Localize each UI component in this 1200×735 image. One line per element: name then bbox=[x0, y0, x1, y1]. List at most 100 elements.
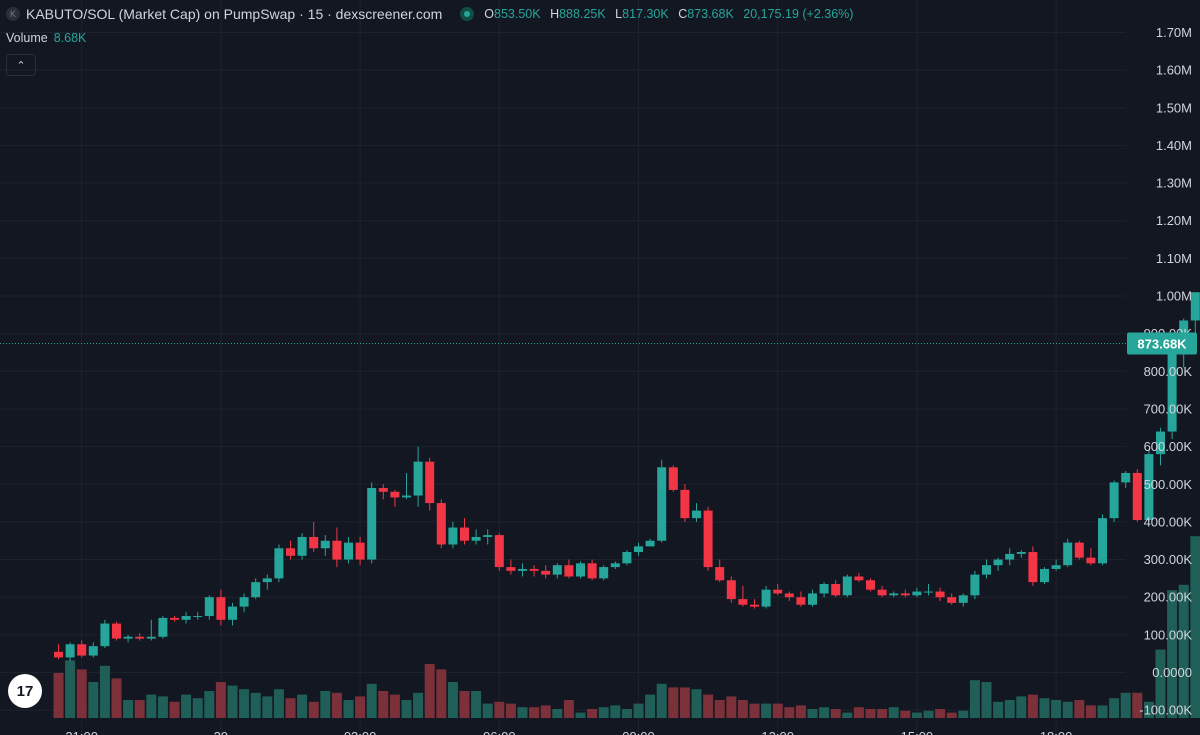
volume-bar bbox=[703, 694, 714, 718]
chart-title[interactable]: KABUTO/SOL (Market Cap) on PumpSwap · 15… bbox=[26, 6, 443, 22]
volume-bar bbox=[888, 707, 899, 718]
volume-bar bbox=[273, 689, 284, 718]
candle-body bbox=[1121, 472, 1131, 483]
volume-bar bbox=[436, 669, 447, 718]
candle-body bbox=[228, 606, 237, 620]
volume-bar bbox=[1167, 590, 1178, 718]
volume-bar bbox=[633, 703, 644, 718]
volume-bar bbox=[668, 687, 679, 718]
candle-body bbox=[65, 644, 75, 658]
volume-bar bbox=[877, 709, 888, 718]
volume-bar bbox=[146, 694, 157, 718]
volume-bar bbox=[88, 682, 99, 718]
y-tick-label: 1.80M bbox=[1156, 0, 1192, 2]
candle-body bbox=[518, 568, 527, 571]
candle-body bbox=[332, 540, 342, 560]
candle-body bbox=[529, 568, 539, 571]
candle-body bbox=[610, 563, 620, 568]
candle-body bbox=[703, 510, 713, 568]
volume-bar bbox=[355, 696, 366, 718]
y-tick-label: 1.00M bbox=[1156, 289, 1192, 304]
candle-body bbox=[494, 535, 504, 568]
candle-body bbox=[262, 578, 272, 583]
volume-bar bbox=[737, 700, 748, 718]
volume-bar bbox=[389, 694, 400, 718]
candle-body bbox=[77, 644, 87, 656]
volume-bar bbox=[563, 700, 574, 718]
volume-bar bbox=[204, 691, 215, 718]
candle-body bbox=[413, 461, 423, 496]
x-tick-label: 06:00 bbox=[483, 729, 516, 735]
candle-body bbox=[286, 548, 295, 556]
volume-bar bbox=[76, 669, 87, 718]
candle-body bbox=[1074, 542, 1084, 558]
chevron-up-icon: ⌃ bbox=[16, 59, 26, 72]
candle-body bbox=[958, 595, 968, 603]
candle-body bbox=[320, 540, 330, 549]
candle-body bbox=[181, 616, 191, 620]
volume-bar bbox=[447, 682, 458, 718]
volume-bar bbox=[250, 692, 261, 718]
open-value: 853.50K bbox=[494, 7, 541, 21]
candle-body bbox=[796, 597, 806, 605]
volume-bar bbox=[413, 692, 424, 718]
volume-bar bbox=[621, 709, 632, 718]
collapse-legend-button[interactable]: ⌃ bbox=[6, 54, 36, 76]
candle-body bbox=[889, 593, 899, 596]
volume-bar bbox=[714, 700, 725, 718]
candle-body bbox=[54, 651, 63, 658]
candle-body bbox=[1040, 568, 1049, 583]
volume-bar bbox=[1074, 700, 1085, 718]
candle-body bbox=[146, 636, 156, 639]
low-value: 817.30K bbox=[622, 7, 669, 21]
candle-body bbox=[1063, 542, 1073, 566]
current-price-tag bbox=[1127, 332, 1197, 355]
volume-bar bbox=[761, 703, 772, 718]
volume-bar bbox=[471, 691, 482, 718]
candle-body bbox=[808, 593, 817, 605]
candle-body bbox=[1028, 552, 1038, 583]
candle-body bbox=[599, 567, 609, 579]
y-tick-label: 1.60M bbox=[1156, 63, 1192, 78]
candle-body bbox=[982, 565, 991, 575]
volume-bar bbox=[378, 691, 389, 718]
volume-bar bbox=[923, 710, 934, 718]
volume-bar bbox=[111, 678, 122, 718]
candle-body bbox=[645, 540, 655, 547]
tradingview-logo-icon[interactable]: 17 bbox=[8, 674, 42, 708]
volume-bar bbox=[679, 687, 690, 718]
candle-body bbox=[668, 467, 678, 490]
candle-body bbox=[715, 567, 725, 581]
candle-body bbox=[773, 589, 783, 594]
ohlc-legend: O853.50K H888.25K L817.30K C873.68K 20,1… bbox=[484, 7, 854, 21]
volume-bar bbox=[540, 705, 551, 718]
volume-bar bbox=[552, 709, 563, 718]
volume-bar bbox=[842, 712, 853, 718]
candle-body bbox=[877, 589, 887, 596]
volume-bar bbox=[494, 701, 505, 718]
candle-body bbox=[367, 488, 377, 560]
volume-bar bbox=[482, 703, 493, 718]
y-tick-label: 1.20M bbox=[1156, 213, 1192, 228]
volume-bar bbox=[1109, 698, 1120, 718]
candle-body bbox=[1051, 565, 1061, 569]
candle-body bbox=[750, 604, 759, 607]
candle-body bbox=[541, 570, 551, 575]
volume-bar bbox=[1062, 701, 1073, 718]
volume-bar bbox=[285, 698, 296, 718]
high-value: 888.25K bbox=[559, 7, 606, 21]
volume-bar bbox=[1120, 692, 1131, 718]
candle-body bbox=[1144, 454, 1154, 521]
chart-header: K KABUTO/SOL (Market Cap) on PumpSwap · … bbox=[6, 4, 859, 24]
candle-body bbox=[1167, 348, 1177, 432]
candle-body bbox=[1156, 431, 1165, 455]
candle-body bbox=[460, 527, 469, 541]
y-tick-label: 0.0000 bbox=[1152, 665, 1192, 680]
candle-body bbox=[158, 617, 168, 637]
volume-bar bbox=[297, 694, 308, 718]
volume-bar bbox=[911, 712, 922, 718]
symbol-badge[interactable]: K bbox=[6, 7, 20, 21]
candle-body bbox=[378, 488, 388, 492]
volume-bar bbox=[169, 701, 180, 718]
